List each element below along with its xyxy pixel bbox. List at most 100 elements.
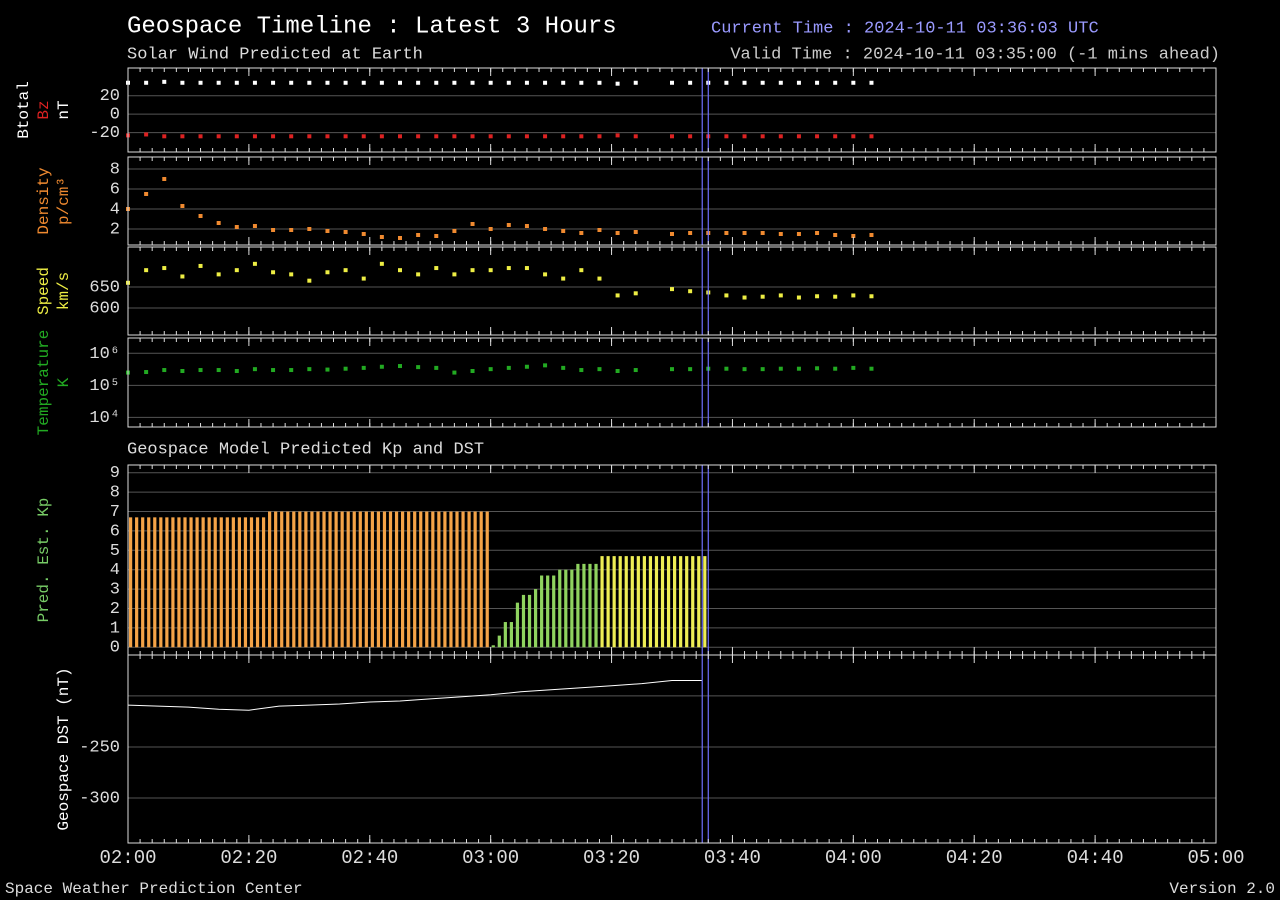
data-point — [796, 366, 801, 371]
data-point — [724, 293, 729, 298]
kp-bar — [491, 645, 495, 648]
y-tick-label: -20 — [89, 124, 120, 143]
footer-right: Version 2.0 — [1169, 880, 1275, 898]
x-tick-label: 04:40 — [1067, 847, 1124, 869]
kp-bar — [509, 622, 513, 648]
data-point — [851, 134, 856, 139]
data-point — [488, 134, 493, 139]
data-point — [470, 368, 475, 373]
data-point — [434, 266, 439, 271]
data-point — [271, 270, 276, 275]
y-tick-label: 1 — [110, 619, 120, 638]
kp-bar — [195, 517, 199, 648]
data-point — [216, 80, 221, 85]
kp-bar — [540, 575, 544, 648]
data-point — [398, 268, 402, 273]
x-tick-label: 04:00 — [825, 847, 882, 869]
data-point — [688, 367, 693, 372]
data-point — [742, 367, 747, 372]
y-tick-label: 2 — [110, 600, 120, 619]
y-axis-label: Speed — [35, 267, 53, 315]
kp-bar — [437, 511, 441, 648]
data-point — [633, 134, 638, 139]
data-point — [815, 134, 820, 139]
kp-bar — [304, 511, 308, 648]
kp-bar — [382, 511, 387, 648]
data-point — [742, 231, 747, 235]
data-point — [506, 223, 511, 227]
data-point — [815, 366, 820, 371]
data-point — [543, 272, 548, 277]
kp-bar — [243, 517, 248, 648]
data-point — [615, 368, 620, 373]
kp-bar — [370, 511, 374, 648]
kp-bar — [129, 517, 133, 648]
data-point — [271, 134, 276, 139]
kp-bar — [207, 517, 211, 648]
data-point — [144, 268, 149, 273]
data-point — [597, 80, 602, 85]
data-point — [162, 134, 167, 139]
data-point — [361, 365, 366, 370]
kp-bar — [461, 511, 465, 648]
kp-bar — [449, 511, 453, 648]
data-point — [506, 134, 511, 139]
kp-bar — [231, 517, 235, 648]
data-point — [615, 133, 620, 138]
kp-bar — [660, 556, 665, 648]
kp-bar — [268, 511, 272, 648]
data-point — [343, 134, 348, 139]
kp-bar — [666, 556, 671, 648]
kp-bar — [328, 511, 332, 648]
data-point — [144, 192, 149, 196]
kp-bar — [286, 511, 290, 648]
data-point — [416, 233, 421, 237]
kp-bar — [606, 556, 610, 648]
data-point — [144, 132, 149, 137]
data-point — [633, 291, 638, 296]
data-point — [543, 363, 548, 368]
kp-bar — [413, 511, 417, 648]
kp-bar — [159, 517, 163, 648]
data-point — [579, 231, 584, 235]
kp-bar — [679, 556, 683, 648]
data-point — [452, 134, 457, 139]
data-point — [144, 370, 149, 375]
x-tick-label: 02:20 — [220, 847, 277, 869]
kp-bar — [654, 556, 659, 648]
kp-bar — [141, 517, 145, 648]
data-point — [724, 134, 729, 139]
data-point — [869, 294, 874, 299]
data-point — [724, 231, 729, 235]
data-point — [416, 134, 421, 139]
data-point — [506, 365, 511, 370]
y-tick-label: 4 — [110, 561, 120, 580]
kp-bar — [171, 517, 175, 648]
data-point — [379, 134, 384, 139]
data-point — [470, 268, 475, 273]
kp-bar — [310, 511, 314, 648]
kp-bar — [570, 569, 574, 648]
kp-bar — [394, 511, 399, 648]
y-tick-label: 0 — [110, 639, 120, 658]
data-point — [851, 80, 856, 85]
y-axis-label: Bz — [35, 100, 53, 119]
data-point — [416, 365, 421, 370]
data-point — [597, 228, 602, 232]
data-point — [742, 134, 747, 139]
data-point — [289, 368, 294, 373]
kp-bar — [624, 556, 628, 648]
data-point — [524, 364, 529, 369]
data-point — [579, 80, 584, 85]
data-point — [343, 366, 348, 371]
data-point — [561, 134, 566, 139]
data-point — [778, 80, 783, 85]
kp-bar — [189, 517, 193, 648]
data-point — [833, 233, 838, 237]
kp-bar — [497, 635, 501, 648]
data-point — [796, 232, 801, 236]
kp-bar — [697, 556, 701, 648]
data-point — [470, 134, 475, 139]
data-point — [234, 80, 239, 85]
kp-bar — [322, 511, 326, 648]
